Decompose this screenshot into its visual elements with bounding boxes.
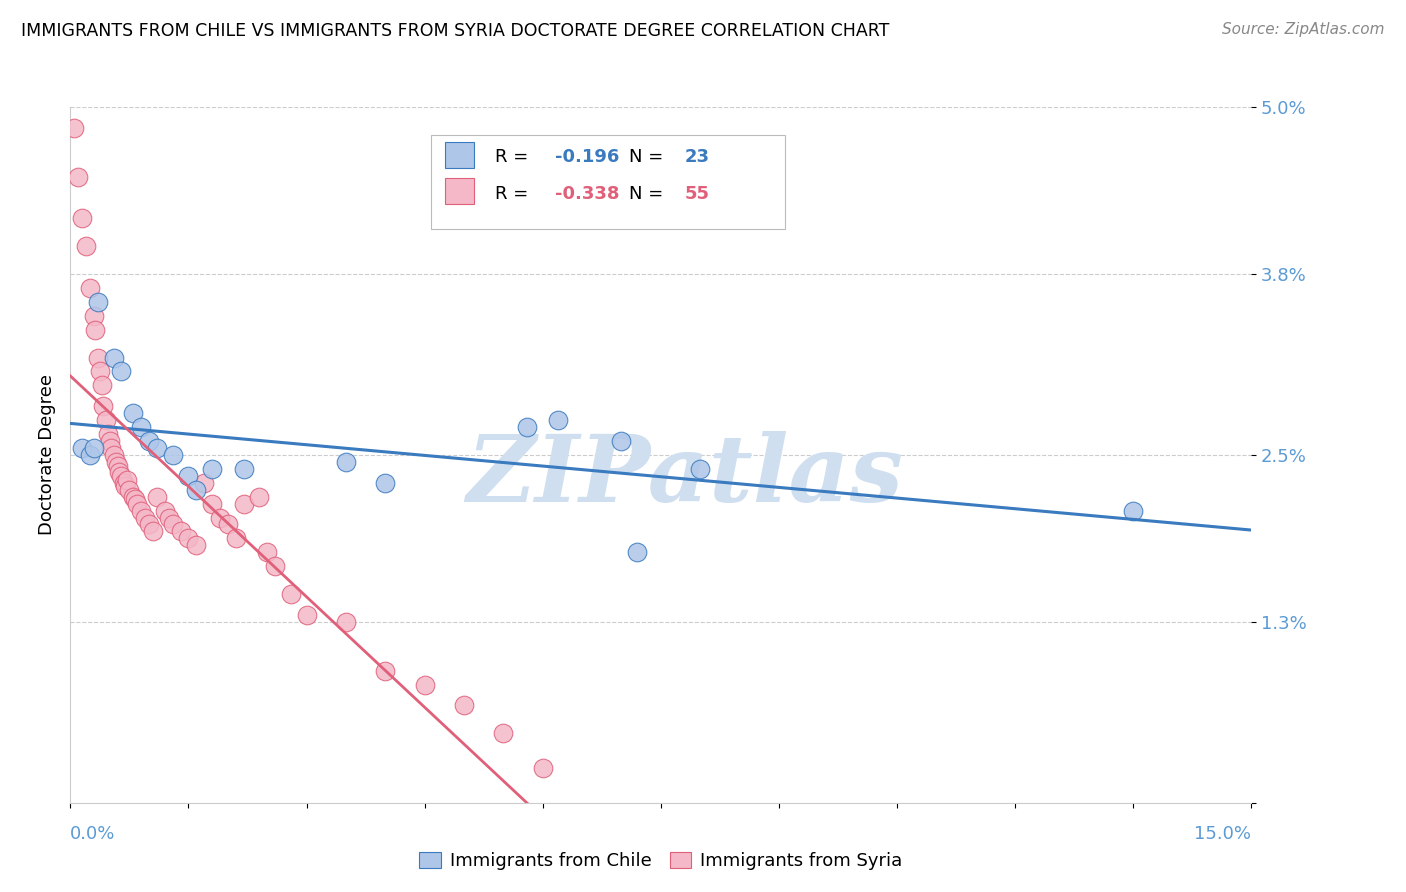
Y-axis label: Doctorate Degree: Doctorate Degree <box>38 375 56 535</box>
Point <box>689 462 711 476</box>
Point <box>114 478 136 492</box>
Point <box>335 455 357 469</box>
Point <box>162 517 184 532</box>
Point <box>97 427 120 442</box>
Text: 55: 55 <box>685 185 710 203</box>
Point <box>247 490 270 504</box>
Point <box>103 351 125 365</box>
Point <box>232 462 254 476</box>
Point <box>256 545 278 559</box>
Point <box>374 664 396 678</box>
Point <box>93 399 115 413</box>
Point <box>413 677 436 691</box>
Point <box>146 490 169 504</box>
Point <box>104 455 127 469</box>
Point <box>177 468 200 483</box>
Point <box>108 465 131 479</box>
Legend: Immigrants from Chile, Immigrants from Syria: Immigrants from Chile, Immigrants from S… <box>412 845 910 877</box>
Point <box>112 475 135 490</box>
Point <box>453 698 475 713</box>
Point <box>84 323 107 337</box>
Point <box>98 434 121 448</box>
Point <box>124 492 146 507</box>
Point <box>201 497 224 511</box>
Point <box>626 545 648 559</box>
Point <box>186 538 208 552</box>
Point <box>138 434 160 448</box>
Point <box>217 517 239 532</box>
Text: R =: R = <box>495 185 534 203</box>
Point <box>177 532 200 546</box>
Point <box>94 413 117 427</box>
Point <box>142 524 165 539</box>
Point <box>87 351 110 365</box>
Point <box>67 169 90 184</box>
Point <box>107 458 129 473</box>
Point <box>232 497 254 511</box>
Point <box>83 441 105 455</box>
Point <box>87 294 110 309</box>
Text: 0.0%: 0.0% <box>70 825 115 843</box>
Point <box>162 448 184 462</box>
Point <box>169 524 191 539</box>
Point <box>531 761 554 775</box>
Point <box>127 497 149 511</box>
Point <box>295 607 318 622</box>
FancyBboxPatch shape <box>444 178 474 204</box>
FancyBboxPatch shape <box>444 142 474 169</box>
Point <box>264 559 287 574</box>
Point <box>374 475 396 490</box>
Point <box>83 309 105 323</box>
Point <box>122 490 145 504</box>
Point <box>129 503 152 517</box>
Text: -0.338: -0.338 <box>554 185 619 203</box>
Point <box>153 503 176 517</box>
Point <box>547 413 569 427</box>
Point <box>193 475 215 490</box>
Point <box>610 434 633 448</box>
Point <box>118 483 141 497</box>
Point <box>110 364 132 378</box>
Point <box>225 532 247 546</box>
Point <box>138 517 160 532</box>
Point <box>79 448 101 462</box>
Point <box>75 239 97 253</box>
Point <box>103 448 125 462</box>
Point <box>110 468 132 483</box>
Point <box>70 211 93 226</box>
Point <box>70 441 93 455</box>
Text: 23: 23 <box>685 148 710 166</box>
Point <box>134 510 156 524</box>
Text: N =: N = <box>628 185 669 203</box>
Point <box>100 441 122 455</box>
Text: R =: R = <box>495 148 534 166</box>
Point <box>492 726 515 740</box>
Point <box>90 378 112 392</box>
Text: N =: N = <box>628 148 669 166</box>
Point <box>146 441 169 455</box>
Point <box>335 615 357 629</box>
Point <box>1122 503 1144 517</box>
Point <box>79 281 101 295</box>
FancyBboxPatch shape <box>430 135 785 229</box>
Point <box>129 420 152 434</box>
Text: Source: ZipAtlas.com: Source: ZipAtlas.com <box>1222 22 1385 37</box>
Point <box>89 364 111 378</box>
Text: ZIPatlas: ZIPatlas <box>465 431 903 521</box>
Point <box>63 120 86 135</box>
Point <box>201 462 224 476</box>
Text: IMMIGRANTS FROM CHILE VS IMMIGRANTS FROM SYRIA DOCTORATE DEGREE CORRELATION CHAR: IMMIGRANTS FROM CHILE VS IMMIGRANTS FROM… <box>21 22 890 40</box>
Point <box>115 473 138 487</box>
Point <box>157 510 180 524</box>
Point <box>122 406 145 420</box>
Text: -0.196: -0.196 <box>554 148 619 166</box>
Point <box>516 420 538 434</box>
Point <box>208 510 231 524</box>
Point <box>280 587 302 601</box>
Point <box>186 483 208 497</box>
Text: 15.0%: 15.0% <box>1194 825 1251 843</box>
